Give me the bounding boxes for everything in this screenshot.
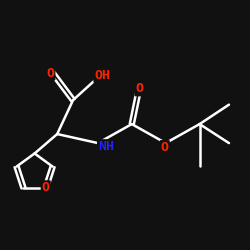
Text: O: O <box>161 141 169 154</box>
Text: O: O <box>42 181 50 194</box>
Text: OH: OH <box>94 69 110 82</box>
Text: O: O <box>46 66 54 80</box>
Text: O: O <box>136 82 143 95</box>
Text: NH: NH <box>98 140 114 153</box>
